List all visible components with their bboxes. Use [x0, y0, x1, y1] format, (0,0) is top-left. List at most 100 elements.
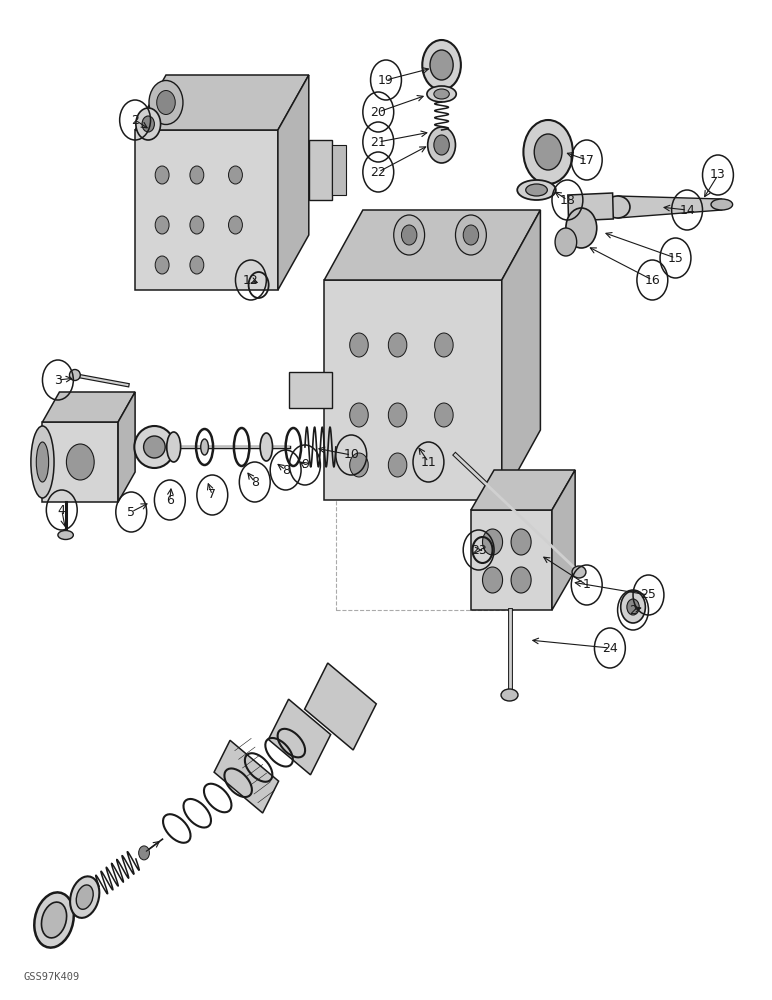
Text: 7: 7 — [208, 488, 216, 502]
Circle shape — [455, 215, 486, 255]
Text: 8: 8 — [282, 464, 290, 477]
Text: 3: 3 — [54, 373, 62, 386]
Circle shape — [155, 256, 169, 274]
Circle shape — [435, 333, 453, 357]
Circle shape — [142, 116, 154, 132]
Circle shape — [136, 108, 161, 140]
Text: 8: 8 — [251, 476, 259, 488]
Ellipse shape — [434, 89, 449, 99]
Ellipse shape — [605, 196, 630, 218]
Ellipse shape — [501, 689, 518, 701]
Circle shape — [190, 256, 204, 274]
Circle shape — [394, 215, 425, 255]
Text: 12: 12 — [243, 273, 259, 286]
Text: GSS97K409: GSS97K409 — [23, 972, 80, 982]
Text: 4: 4 — [58, 504, 66, 516]
Circle shape — [149, 81, 183, 124]
Circle shape — [627, 599, 639, 615]
Polygon shape — [135, 75, 309, 130]
Ellipse shape — [167, 432, 181, 462]
Circle shape — [482, 529, 503, 555]
Ellipse shape — [427, 86, 456, 102]
Text: 24: 24 — [602, 642, 618, 654]
Circle shape — [190, 166, 204, 184]
Bar — [309, 140, 332, 200]
Text: 21: 21 — [371, 135, 386, 148]
Circle shape — [435, 403, 453, 427]
Circle shape — [434, 135, 449, 155]
Circle shape — [430, 50, 453, 80]
Text: 6: 6 — [166, 493, 174, 506]
Ellipse shape — [526, 184, 547, 196]
Polygon shape — [135, 130, 278, 290]
Circle shape — [139, 846, 150, 860]
Bar — [568, 193, 613, 221]
Circle shape — [229, 216, 242, 234]
Ellipse shape — [201, 439, 208, 455]
Ellipse shape — [260, 433, 273, 461]
Ellipse shape — [42, 902, 66, 938]
Text: 1: 1 — [583, 578, 591, 591]
Polygon shape — [471, 470, 575, 510]
Text: 11: 11 — [421, 456, 436, 468]
Circle shape — [566, 208, 597, 248]
Polygon shape — [471, 510, 552, 610]
Circle shape — [155, 216, 169, 234]
Circle shape — [463, 225, 479, 245]
Circle shape — [157, 91, 175, 114]
Ellipse shape — [76, 885, 93, 909]
Text: 10: 10 — [344, 448, 359, 462]
Text: 9: 9 — [301, 458, 309, 472]
Text: 14: 14 — [679, 204, 695, 217]
Bar — [336, 435, 513, 610]
Circle shape — [388, 333, 407, 357]
Ellipse shape — [517, 180, 556, 200]
Polygon shape — [324, 280, 502, 500]
Circle shape — [388, 453, 407, 477]
Polygon shape — [552, 470, 575, 610]
Text: 2: 2 — [629, 603, 637, 616]
Circle shape — [350, 453, 368, 477]
Polygon shape — [502, 210, 540, 500]
Circle shape — [621, 591, 645, 623]
Circle shape — [401, 225, 417, 245]
Bar — [269, 699, 330, 775]
Circle shape — [350, 403, 368, 427]
Ellipse shape — [70, 876, 100, 918]
Circle shape — [155, 166, 169, 184]
Ellipse shape — [144, 436, 165, 458]
Polygon shape — [324, 210, 540, 280]
Circle shape — [428, 127, 455, 163]
Circle shape — [388, 403, 407, 427]
Text: 5: 5 — [127, 506, 135, 518]
Text: 25: 25 — [641, 588, 656, 601]
Text: 2: 2 — [131, 113, 139, 126]
Ellipse shape — [58, 530, 73, 540]
Circle shape — [523, 120, 573, 184]
Circle shape — [555, 228, 577, 256]
Text: 15: 15 — [668, 251, 683, 264]
Ellipse shape — [31, 426, 54, 498]
Circle shape — [66, 444, 94, 480]
Polygon shape — [278, 75, 309, 290]
Circle shape — [482, 567, 503, 593]
Text: 16: 16 — [645, 273, 660, 286]
Circle shape — [534, 134, 562, 170]
Ellipse shape — [34, 892, 74, 948]
Circle shape — [422, 40, 461, 90]
Polygon shape — [118, 392, 135, 502]
Polygon shape — [42, 392, 135, 422]
Text: 20: 20 — [371, 105, 386, 118]
Polygon shape — [618, 196, 722, 218]
Ellipse shape — [69, 369, 80, 380]
Ellipse shape — [134, 426, 174, 468]
Ellipse shape — [572, 566, 586, 578]
Circle shape — [229, 166, 242, 184]
Bar — [305, 663, 376, 750]
Ellipse shape — [711, 199, 733, 210]
Polygon shape — [42, 422, 118, 502]
Bar — [290, 372, 332, 408]
Circle shape — [190, 216, 204, 234]
Bar — [332, 145, 346, 195]
Circle shape — [511, 567, 531, 593]
